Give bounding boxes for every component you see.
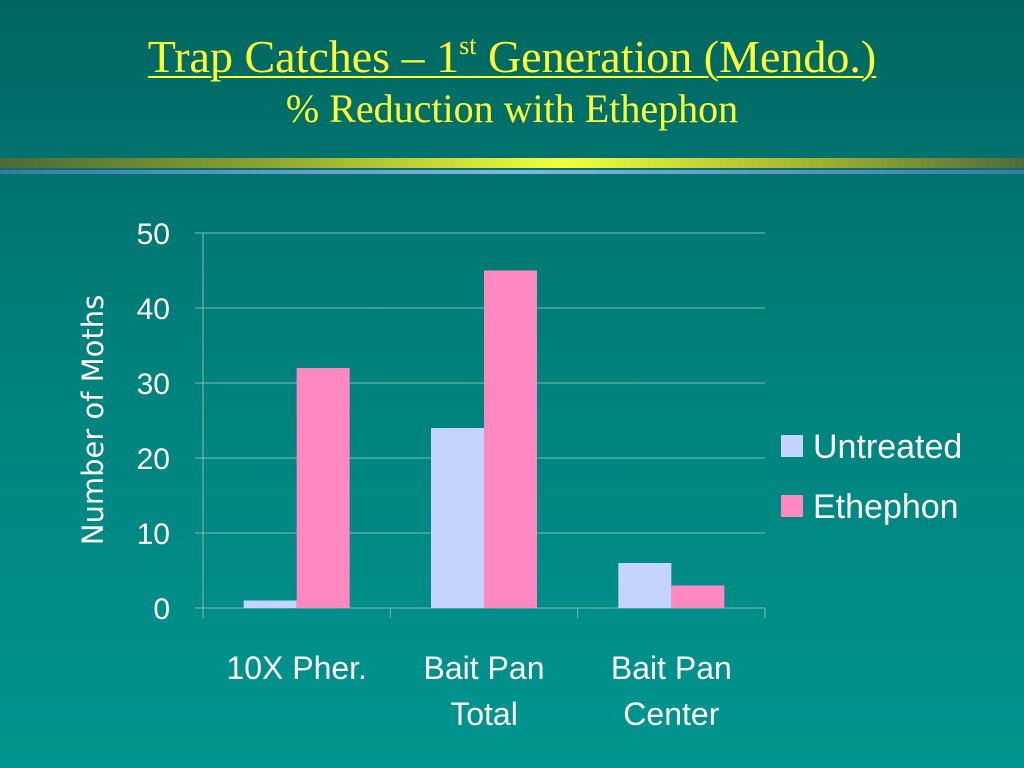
slide-title: Trap Catches – 1st Generation (Mendo.) (0, 30, 1024, 84)
x-category-label: 10X Pher. (226, 650, 367, 686)
bar-ethephon (296, 368, 350, 608)
x-category-label: Center (623, 696, 719, 732)
slide-subtitle: % Reduction with Ethephon (285, 86, 739, 131)
y-tick-label: 40 (137, 293, 170, 326)
legend-swatch (781, 435, 803, 457)
legend-label: Untreated (813, 428, 962, 466)
legend-swatch (781, 495, 803, 517)
divider-bar-yellow (0, 158, 1024, 168)
y-tick-label: 30 (137, 368, 170, 401)
title-superscript: st (459, 31, 477, 60)
title-divider (0, 158, 1024, 176)
bar-untreated (431, 428, 484, 608)
y-axis-title: Number of Moths (76, 295, 110, 546)
bar-untreated (618, 563, 672, 608)
legend-label: Ethephon (813, 488, 959, 526)
y-tick-label: 20 (137, 443, 170, 476)
bar-ethephon (484, 270, 537, 608)
y-tick-label: 0 (153, 593, 170, 626)
x-category-label: Bait Pan (611, 650, 732, 686)
y-tick-label: 10 (137, 518, 170, 551)
x-category-label: Bait Pan (424, 650, 545, 686)
title-main: Trap Catches – 1 (147, 31, 460, 82)
slide-title-block: Trap Catches – 1st Generation (Mendo.) %… (0, 30, 1024, 134)
divider-bar-blue (0, 170, 1024, 174)
x-category-label: Total (450, 696, 518, 732)
bar-untreated (243, 600, 297, 608)
title-rest: Generation (Mendo.) (476, 31, 877, 82)
y-tick-label: 50 (137, 218, 170, 251)
bar-ethephon (671, 585, 725, 608)
